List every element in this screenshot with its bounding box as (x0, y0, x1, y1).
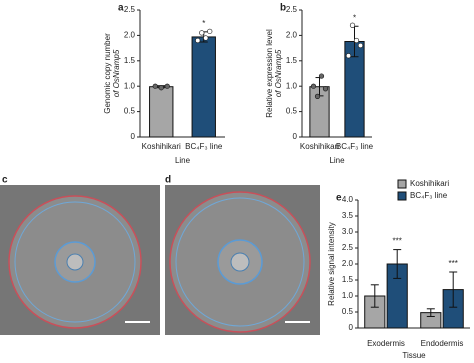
y-tick-label: 0 (131, 132, 136, 141)
x-axis-label: Tissue (402, 351, 426, 360)
data-point (322, 86, 329, 92)
x-tick-label: BC₄F₃ line (336, 142, 374, 151)
legend-swatch (397, 191, 407, 201)
data-point (357, 42, 364, 49)
micrograph-d: d (165, 175, 320, 335)
y-tick-label: 2.0 (124, 31, 136, 40)
data-point (349, 22, 356, 28)
y-tick-label: 1.0 (124, 81, 136, 90)
x-axis-label: Line (175, 156, 191, 165)
legend-label: Koshihikari (410, 179, 449, 188)
y-axis-label: Relative expression level (265, 29, 274, 118)
y-axis-label: of OsNramp5 (112, 49, 121, 97)
data-point (199, 30, 205, 36)
x-tick-label: Koshihikari (142, 142, 181, 151)
y-tick-label: 0.5 (342, 307, 354, 316)
panel: b 0 0.5 1.0 1.5 2.0 2.5 Relative expression lev… (265, 3, 374, 165)
x-tick-label: Exodermis (367, 339, 405, 348)
y-tick-label: 0 (349, 323, 354, 332)
panel-letter: a (118, 3, 124, 14)
significance: *** (393, 237, 402, 246)
y-tick-label: 3.0 (342, 227, 354, 236)
y-axis-label: Genomic copy number (103, 33, 112, 114)
data-point (314, 93, 321, 99)
bar (191, 36, 216, 138)
micrograph-c: c (0, 175, 160, 335)
panel-letter: e (336, 193, 342, 204)
bar (149, 86, 174, 138)
data-point (164, 83, 170, 89)
panel: a 0 0.5 1.0 1.5 2.0 2.5 Genomic copy number of O… (103, 3, 225, 165)
significance: *** (449, 259, 458, 268)
y-tick-label: 2.0 (286, 31, 298, 40)
legend-label: BC₄F₃ line (410, 191, 448, 200)
data-point (152, 83, 158, 89)
y-axis-label: of OsNramp5 (274, 49, 283, 97)
x-axis-label: Line (329, 156, 345, 165)
data-point (345, 53, 352, 59)
y-tick-label: 2.5 (286, 5, 298, 14)
y-tick-label: 0.5 (286, 107, 298, 116)
panel-letter: d (165, 175, 171, 186)
significance: * (353, 13, 356, 22)
data-point (207, 28, 213, 34)
x-tick-label: Koshihikari (300, 142, 339, 151)
significance: * (202, 19, 205, 28)
panel: e 0 0.5 1.0 1.5 2.0 2.5 3.0 3.5 4.0 Relative signa… (327, 179, 470, 360)
y-tick-label: 1.0 (286, 81, 298, 90)
y-tick-label: 4.0 (342, 195, 354, 204)
panel-letter: b (280, 3, 286, 14)
y-tick-label: 0.5 (124, 107, 136, 116)
y-tick-label: 2.5 (342, 243, 354, 252)
y-tick-label: 2.5 (124, 5, 136, 14)
panel-letter: c (2, 175, 8, 186)
data-point (203, 35, 209, 41)
y-tick-label: 1.5 (342, 275, 354, 284)
legend-swatch (397, 179, 407, 189)
y-tick-label: 1.5 (124, 56, 136, 65)
data-point (310, 83, 317, 89)
data-point (158, 85, 164, 91)
y-tick-label: 2.0 (342, 259, 354, 268)
y-axis-label: Relative signal intensity (327, 222, 336, 306)
data-point (195, 37, 201, 44)
x-tick-label: BC₄F₃ line (185, 142, 223, 151)
y-tick-label: 1.5 (286, 56, 298, 65)
data-point (353, 37, 360, 44)
data-point (318, 73, 325, 79)
y-tick-label: 1.0 (342, 291, 354, 300)
y-tick-label: 0 (293, 132, 298, 141)
x-tick-label: Endodermis (421, 339, 464, 348)
y-tick-label: 3.5 (342, 211, 354, 220)
